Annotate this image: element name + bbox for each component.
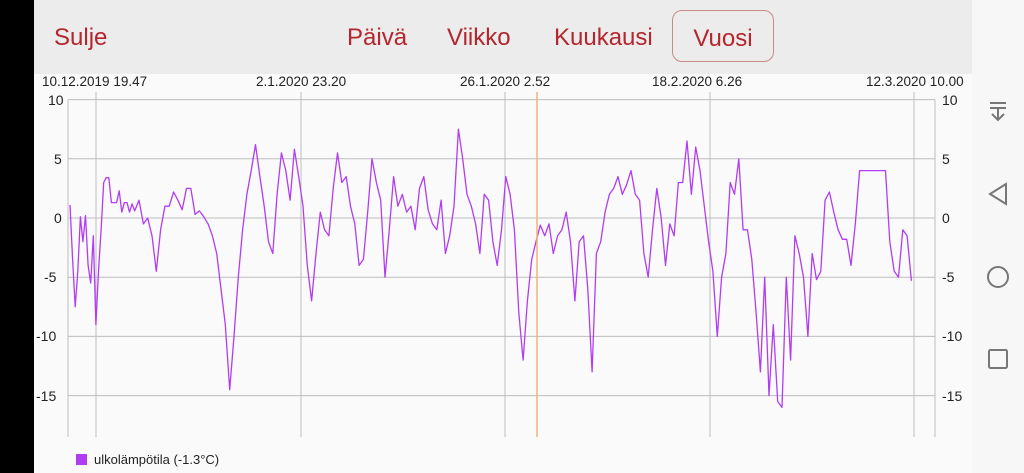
y-tick-left: -5	[44, 269, 57, 285]
tab-month[interactable]: Kuukausi	[540, 10, 667, 62]
close-button[interactable]: Sulje	[40, 10, 121, 62]
chart-plot[interactable]	[34, 74, 972, 473]
tab-year[interactable]: Vuosi	[672, 10, 774, 62]
legend-label: ulkolämpötila (-1.3°C)	[94, 452, 220, 467]
y-tick-left: 0	[54, 210, 62, 226]
top-toolbar: Sulje Päivä Viikko Kuukausi Vuosi	[34, 0, 972, 74]
y-tick-left: 5	[54, 151, 62, 167]
screen: Sulje Päivä Viikko Kuukausi Vuosi 10.12.…	[34, 0, 1024, 473]
legend-swatch	[76, 454, 87, 465]
home-icon[interactable]	[984, 263, 1012, 291]
x-tick-label: 10.12.2019 19.47	[42, 74, 148, 89]
tab-week[interactable]: Viikko	[433, 10, 525, 62]
y-tick-right: 10	[942, 92, 958, 108]
x-tick-label: 26.1.2020 2.52	[460, 74, 551, 89]
y-tick-right: -15	[942, 388, 963, 404]
tab-day[interactable]: Päivä	[333, 10, 421, 62]
y-tick-left: -10	[36, 328, 57, 344]
temperature-chart[interactable]	[34, 74, 972, 473]
x-tick-label: 12.3.2020 10.00	[866, 74, 964, 89]
system-nav-bar	[972, 0, 1024, 473]
notification-pull-icon[interactable]	[984, 97, 1012, 125]
y-tick-right: 0	[942, 210, 950, 226]
y-tick-left: 10	[48, 92, 64, 108]
y-tick-right: 5	[942, 151, 950, 167]
y-tick-right: -10	[942, 328, 963, 344]
y-tick-left: -15	[36, 388, 57, 404]
chart-legend: ulkolämpötila (-1.3°C)	[76, 452, 219, 467]
y-tick-right: -5	[942, 269, 955, 285]
x-tick-label: 18.2.2020 6.26	[652, 74, 743, 89]
back-icon[interactable]	[984, 180, 1012, 208]
recents-icon[interactable]	[984, 345, 1012, 373]
x-tick-label: 2.1.2020 23.20	[256, 74, 347, 89]
